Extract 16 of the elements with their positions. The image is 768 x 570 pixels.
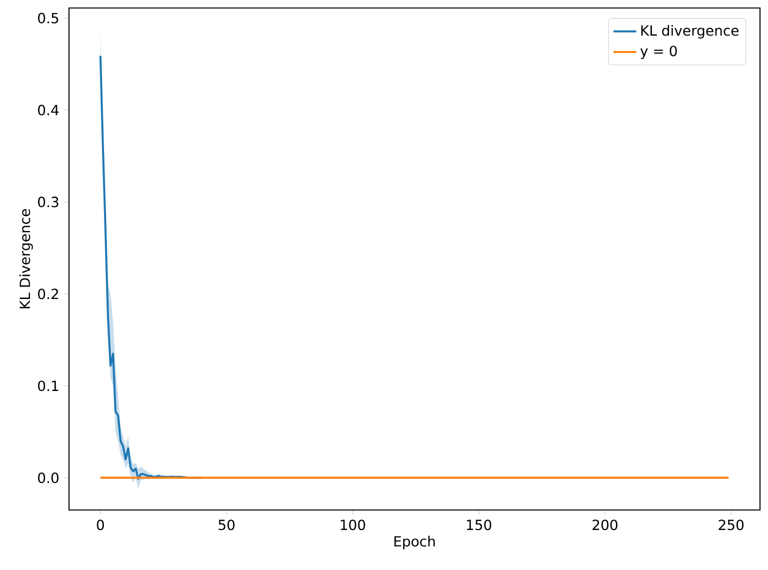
x-tick-label: 0	[96, 520, 104, 530]
y-tick-label: 0.5	[38, 12, 58, 24]
y-tick-label: 0.3	[38, 196, 58, 208]
x-axis-title: Epoch	[394, 536, 435, 550]
y-tick-label: 0.4	[38, 104, 59, 116]
x-tick-label: 50	[218, 520, 235, 530]
x-tick-label: 250	[718, 520, 744, 530]
legend-label: y = 0	[640, 46, 677, 59]
x-tick-label: 200	[592, 520, 618, 530]
y-tick-label: 0.1	[38, 380, 58, 392]
legend-label: KL divergence	[641, 24, 739, 39]
y-tick-label: 0.2	[38, 288, 58, 300]
x-tick-label: 150	[467, 520, 492, 530]
y-axis-title: KL Divergence	[19, 209, 33, 308]
y-tick-label: 0.0	[38, 472, 58, 484]
x-tick-label: 100	[340, 520, 366, 530]
